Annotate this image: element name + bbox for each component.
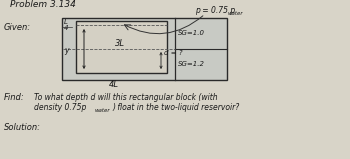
Text: 3L: 3L — [115, 39, 125, 48]
Text: To what depth d will this rectangular block (with: To what depth d will this rectangular bl… — [34, 93, 218, 102]
Text: 4: 4 — [64, 25, 69, 31]
Text: water: water — [95, 108, 111, 113]
Text: y: y — [64, 46, 69, 55]
Text: Solution:: Solution: — [4, 123, 41, 132]
Text: d = ?: d = ? — [164, 50, 183, 56]
Bar — [76, 21, 167, 73]
Text: Find:: Find: — [4, 93, 25, 102]
Text: SG=1.0: SG=1.0 — [178, 30, 205, 36]
Text: SG=1.2: SG=1.2 — [178, 61, 205, 67]
Text: Given:: Given: — [4, 23, 31, 32]
Text: Problem 3.134: Problem 3.134 — [10, 0, 76, 9]
Bar — [62, 18, 227, 80]
Text: density 0.75p: density 0.75p — [34, 103, 86, 112]
Text: p = 0.75 p: p = 0.75 p — [195, 6, 235, 15]
Text: water: water — [228, 11, 244, 16]
Text: ) float in the two-liquid reservoir?: ) float in the two-liquid reservoir? — [112, 103, 239, 112]
Text: L: L — [64, 19, 68, 25]
Text: 4L: 4L — [109, 80, 119, 89]
